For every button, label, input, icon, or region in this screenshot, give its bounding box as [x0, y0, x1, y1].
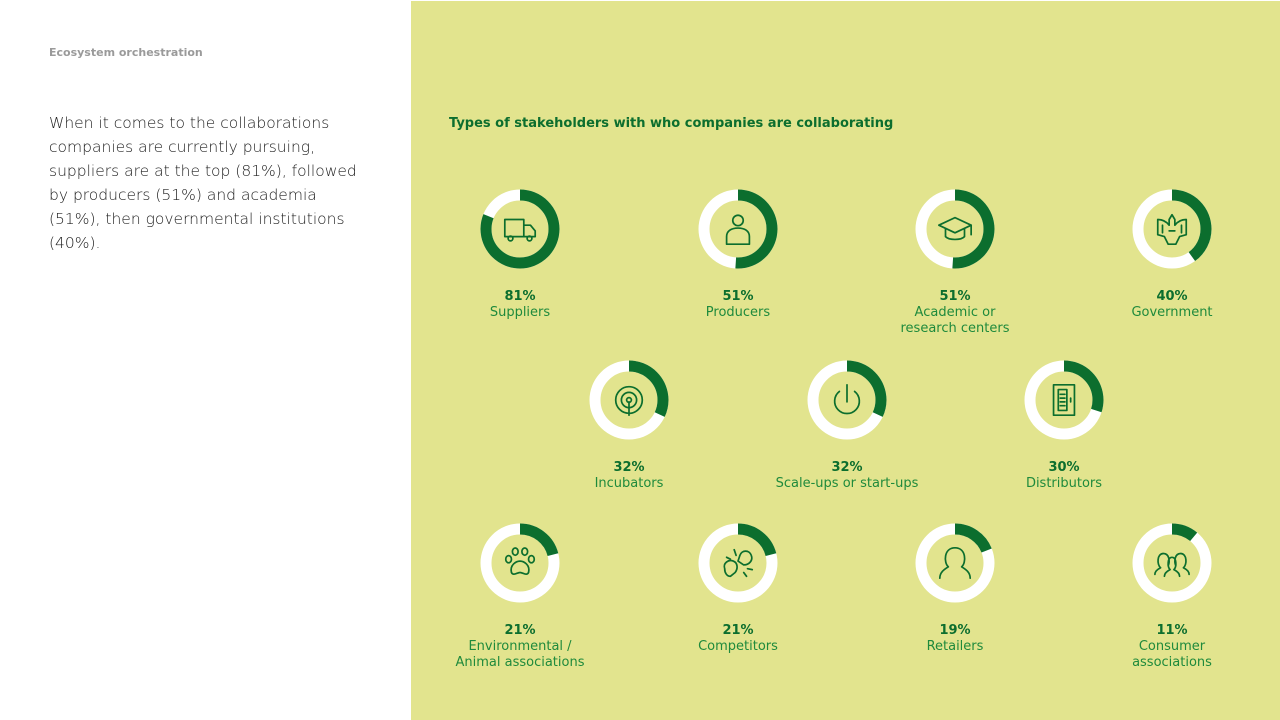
- donut-arc: [480, 189, 560, 269]
- donut-chart: [480, 189, 560, 269]
- donut-arc: [1132, 523, 1212, 603]
- donut-item: 21% Competitors: [638, 523, 838, 655]
- donut-arc: [807, 360, 887, 440]
- person-icon: [725, 214, 751, 246]
- donut-chart: [1132, 189, 1212, 269]
- left-panel: Ecosystem orchestration When it comes to…: [0, 0, 411, 720]
- donut-percent: 30%: [1048, 460, 1080, 475]
- donut-chart: [589, 360, 669, 440]
- donut-label: Environmental / Animal associations: [455, 639, 585, 670]
- donut-percent: 11%: [1156, 623, 1188, 638]
- eagle-icon: [1156, 213, 1188, 246]
- donut-label: Consumer associations: [1132, 639, 1212, 670]
- donut-label: Incubators: [594, 476, 664, 491]
- donut-inner: [709, 200, 767, 258]
- donut-item: 11% Consumer associations: [1072, 523, 1272, 671]
- donut-arc: [1024, 360, 1104, 440]
- donut-arc: [698, 523, 778, 603]
- broadcast-icon: [614, 385, 644, 417]
- donut-percent: 51%: [722, 289, 754, 304]
- donut-inner: [1143, 200, 1201, 258]
- donut-label: Government: [1131, 305, 1213, 320]
- donut-inner: [1035, 371, 1093, 429]
- donut-label: Scale-ups or start-ups: [775, 476, 919, 491]
- intro-paragraph: When it comes to the collaborations comp…: [49, 114, 357, 252]
- donut-percent: 19%: [939, 623, 971, 638]
- chart-panel: [411, 1, 1280, 720]
- boxing-gloves-icon: [723, 548, 754, 578]
- donut-percent: 21%: [722, 623, 754, 638]
- donut-arc: [1132, 189, 1212, 269]
- donut-inner: [926, 200, 984, 258]
- donut-percent: 32%: [613, 460, 645, 475]
- donut-chart: [915, 523, 995, 603]
- donut-chart: [807, 360, 887, 440]
- section-label: Ecosystem orchestration: [49, 46, 203, 59]
- donut-item: 40% Government: [1072, 189, 1272, 321]
- head-icon: [938, 546, 972, 580]
- donut-item: 51% Producers: [638, 189, 838, 321]
- donut-inner: [600, 371, 658, 429]
- paw-icon: [504, 547, 536, 576]
- donut-label: Competitors: [698, 639, 778, 654]
- graduation-cap-icon: [937, 216, 973, 241]
- donut-arc: [480, 523, 560, 603]
- donut-item: 81% Suppliers: [420, 189, 620, 321]
- donut-label: Academic or research centers: [900, 305, 1010, 336]
- donut-item: 51% Academic or research centers: [855, 189, 1055, 337]
- donut-chart: [698, 523, 778, 603]
- donut-label: Producers: [705, 305, 771, 320]
- truck-icon: [503, 218, 537, 242]
- donut-label: Suppliers: [489, 305, 551, 320]
- donut-percent: 51%: [939, 289, 971, 304]
- donut-inner: [926, 534, 984, 592]
- donut-inner: [491, 534, 549, 592]
- donut-item: 21% Environmental / Animal associations: [420, 523, 620, 671]
- chart-title: Types of stakeholders with who companies…: [449, 116, 894, 131]
- donut-percent: 32%: [831, 460, 863, 475]
- donut-label: Retailers: [926, 639, 984, 654]
- donut-item: 30% Distributors: [964, 360, 1164, 492]
- power-icon: [833, 383, 861, 415]
- donut-arc: [698, 189, 778, 269]
- donut-item: 19% Retailers: [855, 523, 1055, 655]
- fridge-icon: [1052, 383, 1076, 417]
- donut-percent: 40%: [1156, 289, 1188, 304]
- donut-chart: [915, 189, 995, 269]
- donut-chart: [1132, 523, 1212, 603]
- donut-chart: [1024, 360, 1104, 440]
- donut-percent: 21%: [504, 623, 536, 638]
- donut-chart: [480, 523, 560, 603]
- donut-arc: [589, 360, 669, 440]
- donut-inner: [491, 200, 549, 258]
- donut-arc: [915, 189, 995, 269]
- donut-arc: [915, 523, 995, 603]
- group-icon: [1154, 552, 1190, 578]
- donut-inner: [709, 534, 767, 592]
- donut-percent: 81%: [504, 289, 536, 304]
- donut-item: 32% Scale-ups or start-ups: [747, 360, 947, 492]
- donut-item: 32% Incubators: [529, 360, 729, 492]
- donut-chart: [698, 189, 778, 269]
- donut-label: Distributors: [1025, 476, 1103, 491]
- donut-inner: [1143, 534, 1201, 592]
